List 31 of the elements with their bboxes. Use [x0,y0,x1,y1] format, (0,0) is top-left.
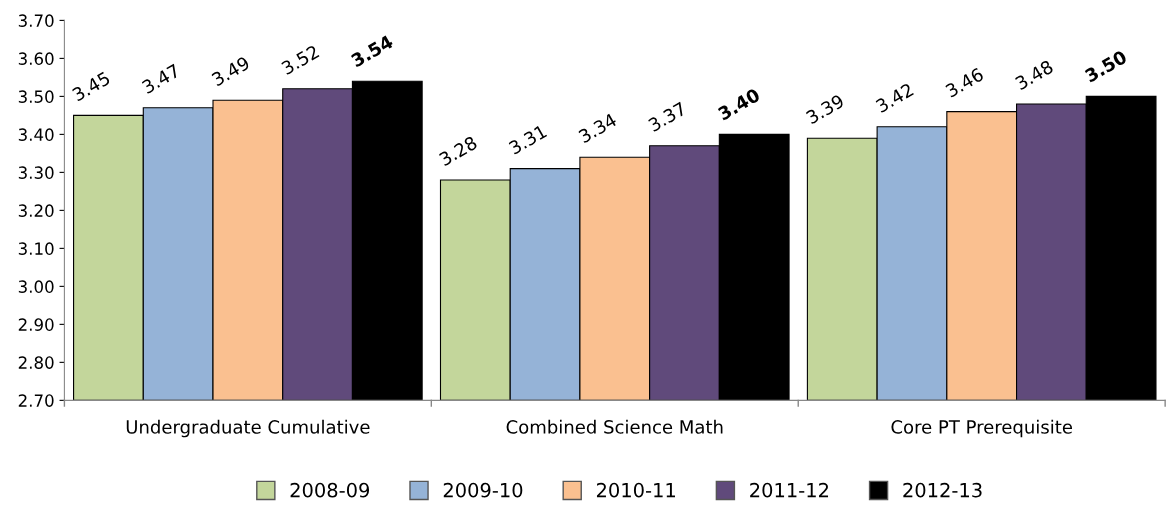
data-label: 3.52 [280,44,320,76]
data-label: 3.47 [141,63,181,95]
data-label: 3.49 [210,55,251,87]
data-label: 3.31 [508,124,548,155]
y-tick-label: 2.80 [18,356,54,369]
data-label: 3.45 [71,71,111,102]
data-label: 3.48 [1014,59,1054,91]
y-tick-label: 2.90 [18,318,54,331]
y-tick-label: 3.60 [18,52,54,65]
legend-label: 2012-13 [903,482,982,498]
legend-label: 2010-11 [596,482,675,498]
y-tick-label: 2.70 [18,394,54,407]
legend-label: 2011-12 [750,482,829,498]
legend-label: 2008-09 [290,482,370,498]
data-label: 3.37 [647,101,687,133]
y-tick-label: 3.10 [18,242,54,255]
legend-label: 2009-10 [443,482,523,498]
data-label: 3.46 [944,67,985,98]
x-tick-label: Undergraduate Cumulative [126,419,370,438]
y-tick-label: 3.30 [18,166,54,179]
y-tick-label: 3.40 [18,128,54,141]
y-tick-label: 3.20 [18,204,54,217]
y-tick-label: 3.70 [18,14,54,27]
data-label: 3.39 [805,93,845,125]
y-tick-label: 3.00 [18,280,54,293]
data-label: 3.34 [577,112,618,144]
data-label: 3.28 [438,135,478,167]
x-tick-label: Combined Science Math [506,419,723,434]
y-tick-label: 3.50 [18,90,54,103]
x-tick-label: Core PT Prerequisite [891,419,1072,438]
data-label: 3.42 [875,82,914,114]
